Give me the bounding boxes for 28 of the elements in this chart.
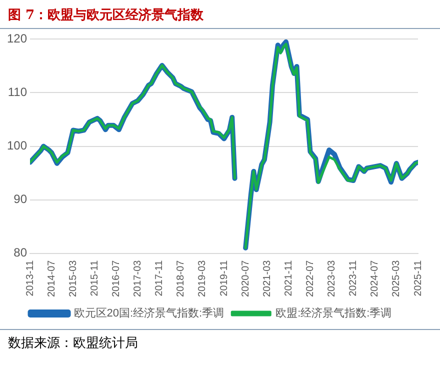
x-tick-label: 2017-11 — [154, 260, 166, 296]
x-tick-label: 2023-11 — [348, 260, 360, 296]
x-tick-label: 2018-07 — [176, 260, 187, 298]
x-tick-label: 2021-11 — [283, 260, 294, 296]
x-tick-label: 2025-03 — [391, 260, 402, 298]
legend-label: 欧盟:经济景气指数:季调 — [276, 306, 392, 320]
x-tick-label: 2019-03 — [197, 260, 208, 298]
x-tick-label: 2025-11 — [412, 260, 424, 296]
x-tick-label: 2015-11 — [89, 260, 100, 296]
x-tick-label: 2023-03 — [326, 260, 338, 298]
x-tick-label: 2019-11 — [218, 260, 230, 296]
x-tick-label: 2021-03 — [262, 260, 273, 298]
y-tick-label: 120 — [6, 32, 28, 46]
legend-label: 欧元区20国:经济景气指数:季调 — [74, 306, 224, 320]
x-tick-label: 2014-07 — [46, 260, 58, 298]
x-tick-label: 2020-07 — [240, 260, 252, 298]
source-note: 数据来源：欧盟统计局 — [0, 329, 440, 356]
y-tick-label: 80 — [14, 246, 28, 260]
chart-title: 图 7：欧盟与欧元区经济景气指数 — [0, 0, 440, 29]
x-tick-label: 2016-07 — [110, 260, 122, 298]
x-tick-label: 2015-03 — [68, 260, 79, 298]
x-tick-label: 2013-11 — [24, 260, 36, 296]
x-tick-label: 2022-07 — [304, 260, 316, 298]
y-tick-label: 110 — [8, 85, 28, 100]
x-tick-label: 2017-03 — [132, 260, 144, 298]
y-tick-label: 100 — [6, 138, 28, 153]
x-tick-label: 2024-07 — [370, 260, 381, 298]
y-tick-label: 90 — [14, 192, 28, 206]
